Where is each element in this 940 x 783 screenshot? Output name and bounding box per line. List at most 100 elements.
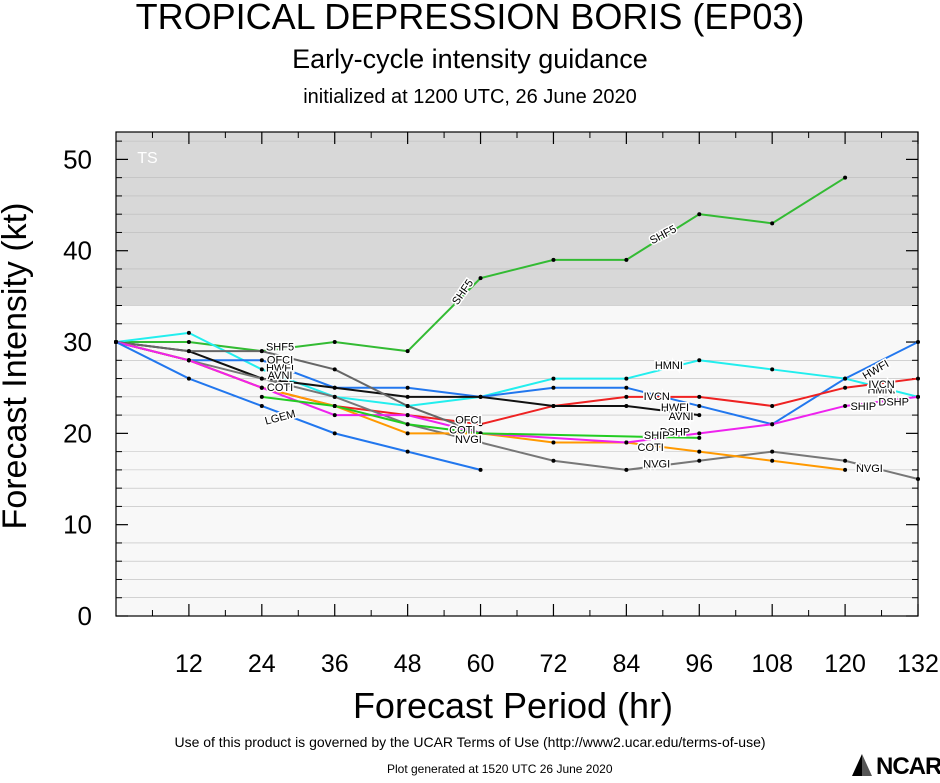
series-label: HMNI (867, 385, 895, 397)
data-point (332, 403, 337, 408)
series-layer (114, 175, 920, 482)
x-tick-label: 60 (467, 650, 495, 678)
data-point (478, 276, 483, 281)
data-point (332, 385, 337, 390)
series-label: HWFI (266, 363, 294, 375)
band-label: TS (137, 150, 157, 167)
data-point (332, 394, 337, 399)
data-point (697, 212, 702, 217)
data-point (259, 394, 264, 399)
series-label: HWFI (661, 402, 689, 414)
data-point (332, 367, 337, 372)
data-point (186, 376, 191, 381)
data-point (624, 376, 629, 381)
data-point (259, 358, 264, 363)
x-tick-label: 120 (824, 650, 866, 678)
data-point (843, 376, 848, 381)
data-point (551, 458, 556, 463)
data-point (697, 458, 702, 463)
x-tick-label: 96 (685, 650, 713, 678)
data-point (916, 477, 920, 482)
data-point (624, 440, 629, 445)
data-point (405, 349, 410, 354)
x-tick-label: 12 (175, 650, 203, 678)
data-point (478, 431, 483, 436)
data-point (697, 449, 702, 454)
series-label: DSHP (660, 427, 691, 439)
y-tick-label: 40 (63, 236, 92, 266)
data-point (770, 221, 775, 226)
x-tick-label: 72 (540, 650, 568, 678)
y-tick-label: 20 (63, 418, 92, 448)
data-point (405, 449, 410, 454)
data-point (259, 349, 264, 354)
series-line (115, 341, 919, 426)
data-point (332, 340, 337, 345)
series-label: SHF5 (266, 342, 294, 354)
data-point (770, 367, 775, 372)
x-axis-label: Forecast Period (hr) (353, 685, 673, 726)
data-point (478, 440, 483, 445)
x-tick-label: 48 (394, 650, 422, 678)
data-point (843, 385, 848, 390)
data-point (843, 458, 848, 463)
y-tick-label: 0 (78, 601, 92, 631)
data-point (405, 385, 410, 390)
series-line (115, 331, 919, 407)
plot-generated-time: Plot generated at 1520 UTC 26 June 2020 (387, 762, 613, 776)
series-label: IVCN (868, 379, 894, 391)
series-label: HMNI (655, 360, 683, 372)
data-point (478, 467, 483, 472)
series-line (115, 341, 481, 435)
series-label: NVGI (643, 458, 670, 470)
series-label: NVGI (455, 434, 482, 446)
data-point (843, 467, 848, 472)
series-label: COTI (267, 382, 293, 394)
data-point (551, 440, 556, 445)
data-point (405, 431, 410, 436)
intensity-band (116, 132, 918, 306)
data-point (478, 422, 483, 427)
data-point (843, 175, 848, 180)
data-point (770, 449, 775, 454)
ncar-logo-text: NCAR (876, 753, 940, 780)
x-tick-label: 108 (751, 650, 793, 678)
chart-title: TROPICAL DEPRESSION BORIS (EP03) (135, 0, 805, 37)
data-point (551, 403, 556, 408)
data-point (114, 340, 118, 345)
x-tick-label: 132 (897, 650, 939, 678)
data-point (916, 376, 920, 381)
data-point (551, 385, 556, 390)
series-label: SHIP (850, 401, 876, 413)
x-tick-label: 24 (248, 650, 276, 678)
y-tick-label: 50 (63, 144, 92, 174)
series-label: NVGI (856, 463, 883, 475)
data-point (405, 422, 410, 427)
data-point (697, 394, 702, 399)
data-point (186, 349, 191, 354)
series-label: AVNI (268, 370, 293, 382)
data-point (259, 385, 264, 390)
data-point (624, 403, 629, 408)
data-point (332, 431, 337, 436)
series-label: COTI (638, 442, 664, 454)
y-tick-label: 10 (63, 510, 92, 540)
ncar-logo-icon (852, 754, 872, 776)
data-point (259, 367, 264, 372)
series-label: OFCI (267, 354, 293, 366)
y-axis-label: Forecast Intensity (kt) (0, 203, 34, 530)
data-point (332, 413, 337, 418)
data-point (186, 358, 191, 363)
data-point (770, 458, 775, 463)
ncar-logo: NCAR (850, 752, 940, 780)
data-point (770, 403, 775, 408)
data-point (624, 385, 629, 390)
data-point (551, 376, 556, 381)
data-point (916, 394, 920, 399)
data-point (405, 413, 410, 418)
x-tick-label: 84 (612, 650, 640, 678)
y-tick-label: 30 (63, 327, 92, 357)
series-line (115, 341, 919, 480)
data-point (186, 330, 191, 335)
series-label: OFCI (455, 415, 481, 427)
